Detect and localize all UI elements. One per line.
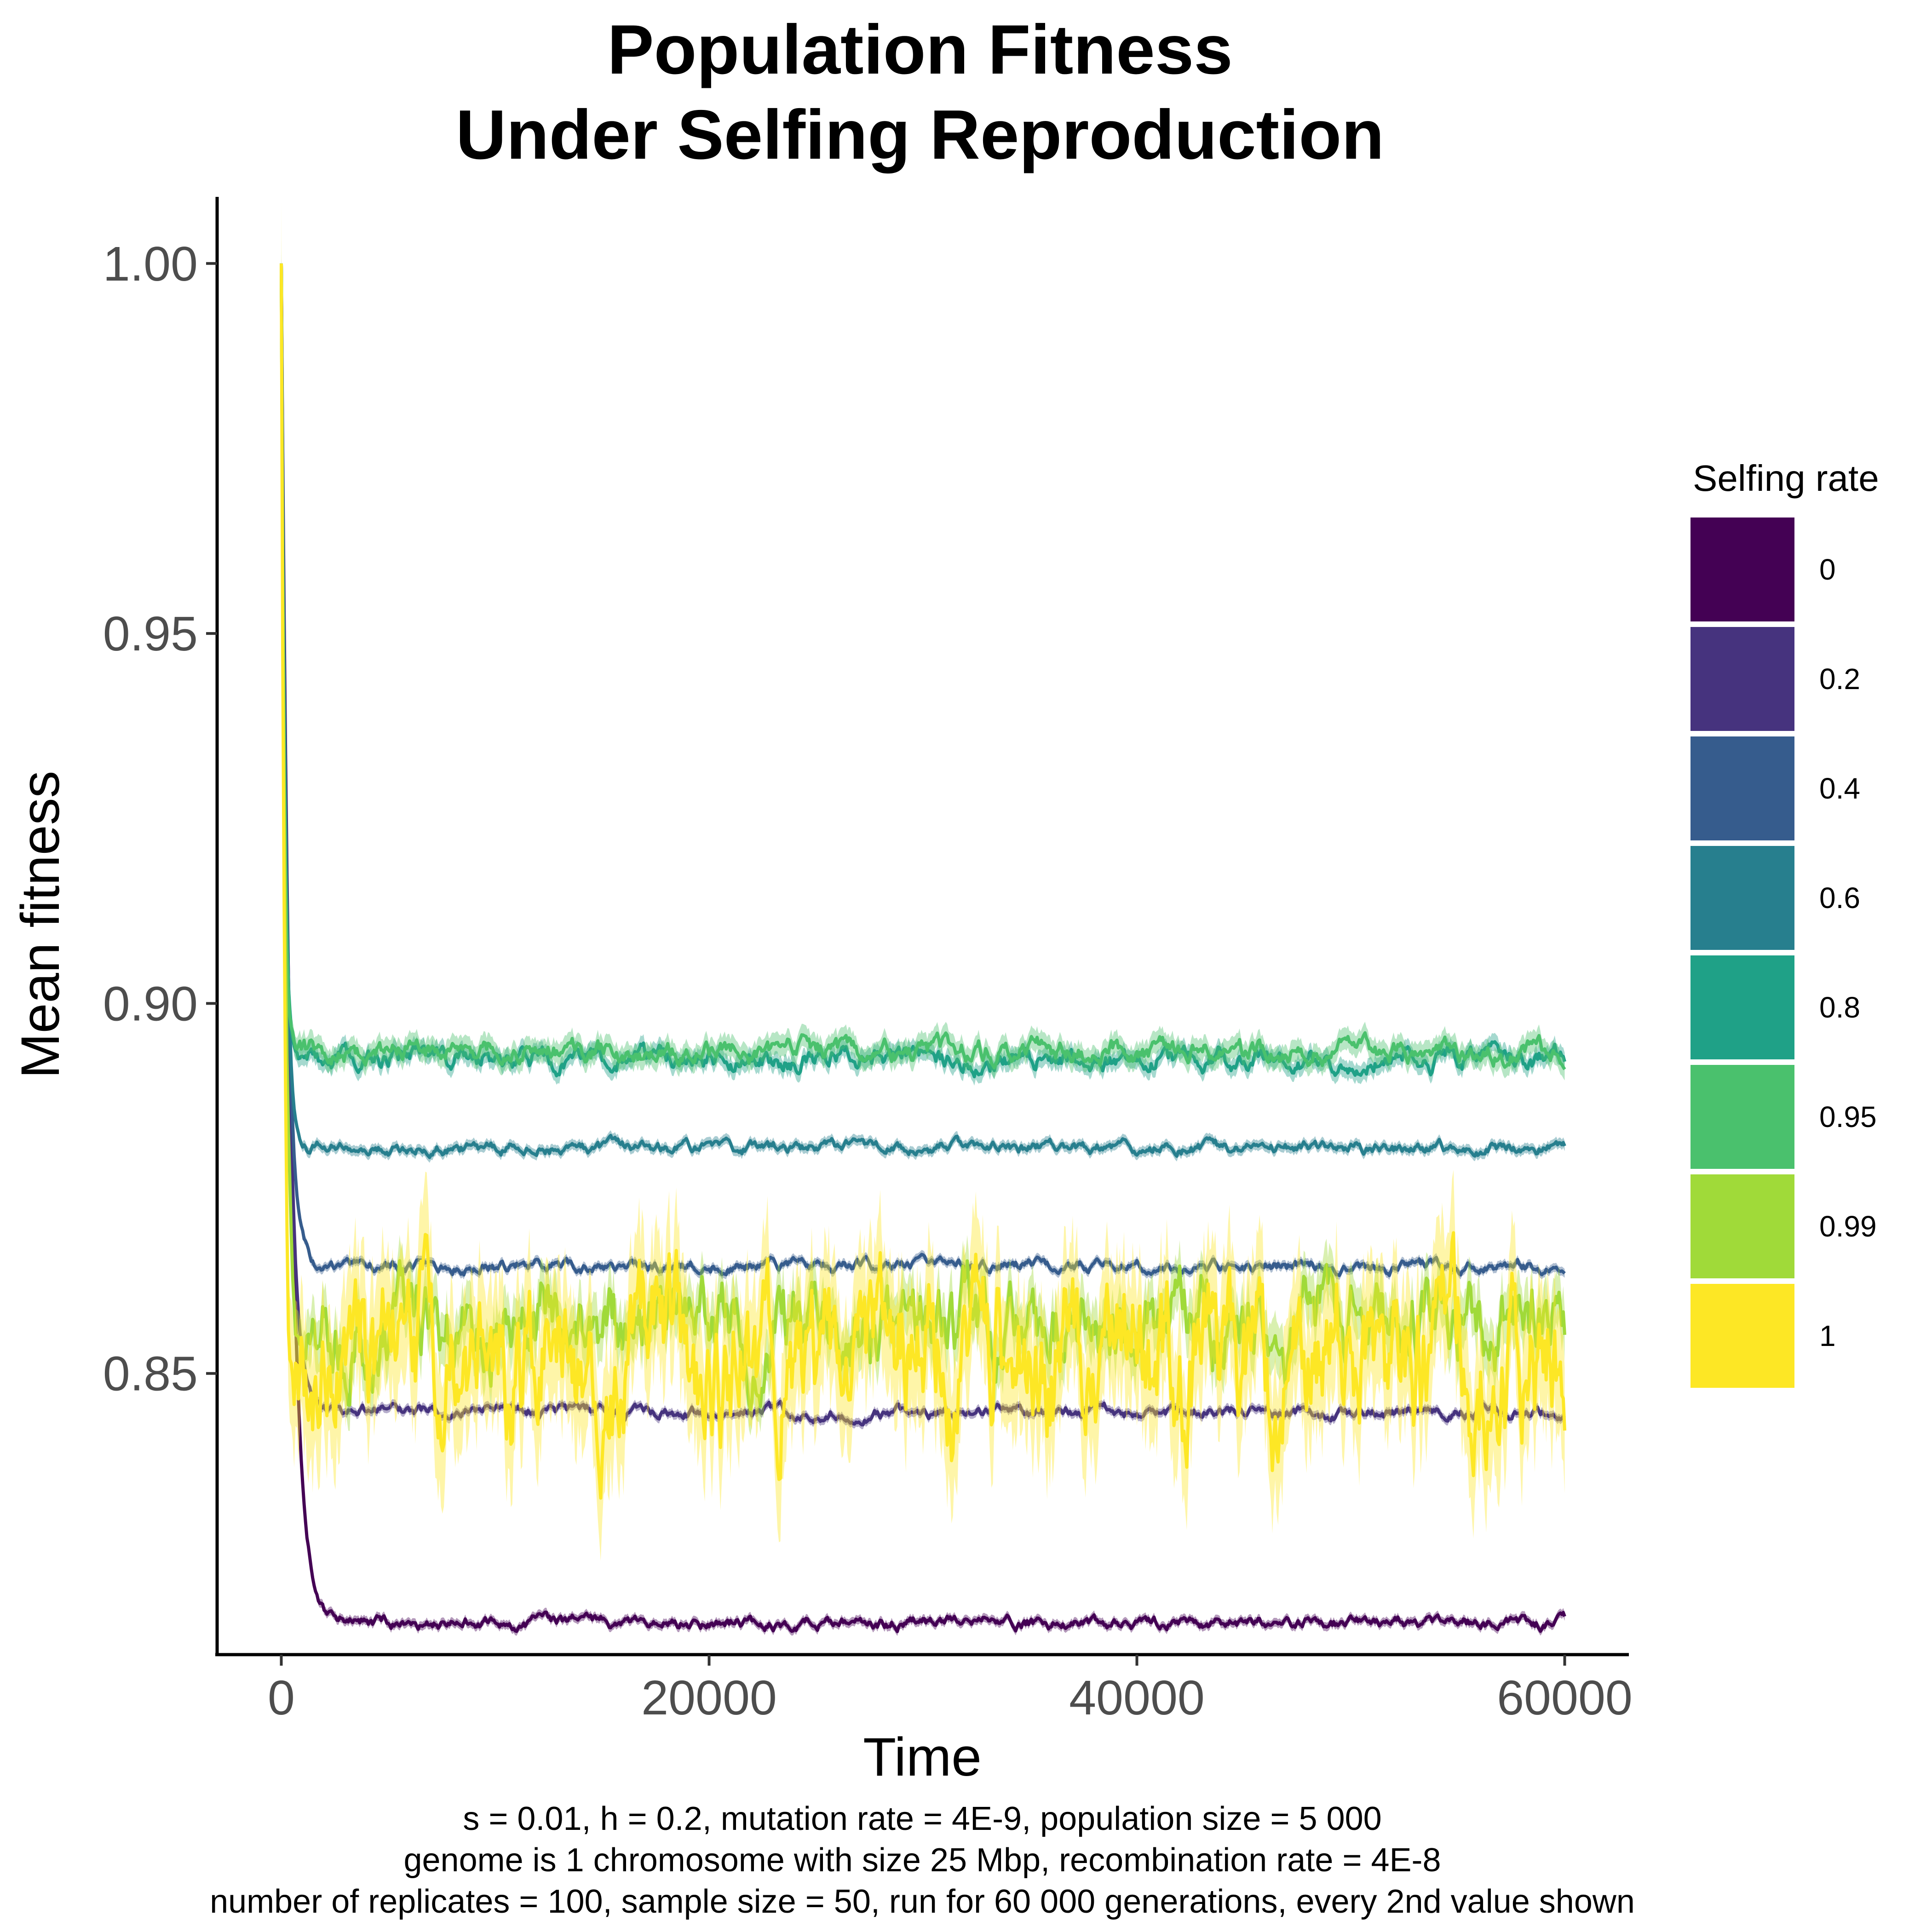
caption-line-3: number of replicates = 100, sample size … bbox=[210, 1883, 1635, 1920]
chart-title-line-2: Under Selfing Reproduction bbox=[456, 96, 1384, 174]
legend-label-0: 0 bbox=[1819, 553, 1836, 586]
legend-key-1 bbox=[1690, 1284, 1794, 1388]
legend-key-0.8 bbox=[1690, 955, 1794, 1059]
x-tick-label: 40000 bbox=[1069, 1671, 1205, 1725]
legend-title: Selfing rate bbox=[1693, 458, 1879, 499]
caption-line-1: s = 0.01, h = 0.2, mutation rate = 4E-9,… bbox=[463, 1800, 1381, 1837]
legend-label-0.4: 0.4 bbox=[1819, 772, 1860, 805]
legend-key-0.6 bbox=[1690, 846, 1794, 950]
series-band-0.8 bbox=[281, 254, 1565, 1086]
legend-label-1: 1 bbox=[1819, 1319, 1836, 1352]
x-axis-ticks: 0 20000 40000 60000 bbox=[268, 1655, 1633, 1725]
series-band-0.6 bbox=[281, 258, 1565, 1163]
x-tick-label: 60000 bbox=[1497, 1671, 1633, 1725]
series-line-0 bbox=[280, 263, 1566, 1633]
legend-label-0.2: 0.2 bbox=[1819, 662, 1860, 696]
series-line-0.95 bbox=[280, 263, 1566, 1070]
legend-label-0.6: 0.6 bbox=[1819, 881, 1860, 914]
y-axis-title: Mean fitness bbox=[10, 771, 71, 1079]
series-line-0.99 bbox=[280, 263, 1566, 1411]
legend-label-0.99: 0.99 bbox=[1819, 1210, 1877, 1243]
y-tick-label: 1.00 bbox=[103, 237, 198, 291]
y-tick-label: 0.85 bbox=[103, 1347, 198, 1401]
series-band-0.95 bbox=[281, 252, 1565, 1081]
legend-key-0.99 bbox=[1690, 1174, 1794, 1278]
legend-key-0.4 bbox=[1690, 736, 1794, 840]
series-line-1 bbox=[280, 263, 1566, 1500]
legend-label-0.95: 0.95 bbox=[1819, 1100, 1877, 1133]
series-line-0.8 bbox=[280, 263, 1566, 1079]
series-layer bbox=[280, 201, 1566, 1636]
series-line-0.2 bbox=[280, 263, 1566, 1426]
y-tick-label: 0.95 bbox=[103, 607, 198, 661]
x-tick-label: 0 bbox=[268, 1671, 295, 1725]
legend: Selfing rate 0 0.2 0.4 0.6 0.8 0.95 0.99 1 bbox=[1690, 458, 1879, 1388]
y-tick-label: 0.90 bbox=[103, 977, 198, 1031]
series-line-0.4 bbox=[280, 263, 1566, 1277]
caption-line-2: genome is 1 chromosome with size 25 Mbp,… bbox=[403, 1842, 1441, 1879]
x-axis-title: Time bbox=[863, 1727, 982, 1788]
series-line-0.6 bbox=[280, 263, 1566, 1159]
legend-key-0.2 bbox=[1690, 627, 1794, 731]
chart-title-line-1: Population Fitness bbox=[607, 11, 1233, 89]
legend-label-0.8: 0.8 bbox=[1819, 991, 1860, 1024]
legend-key-0 bbox=[1690, 518, 1794, 621]
x-tick-label: 20000 bbox=[641, 1671, 777, 1725]
legend-key-0.95 bbox=[1690, 1065, 1794, 1169]
series-band-0.4 bbox=[281, 259, 1565, 1280]
y-axis-ticks: 0.85 0.90 0.95 1.00 bbox=[103, 237, 217, 1401]
